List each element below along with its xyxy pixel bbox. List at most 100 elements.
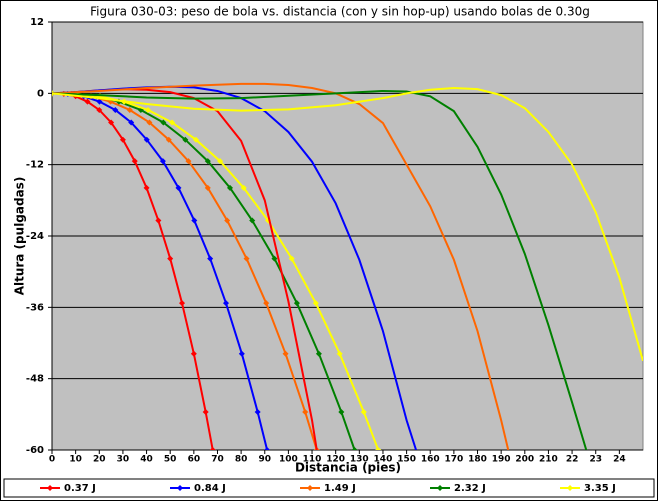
marker [128, 119, 135, 126]
x-tick-label: 190 [492, 455, 511, 465]
marker [351, 447, 358, 450]
x-tick-label: 50 [164, 455, 177, 465]
x-tick-label: 120 [326, 455, 345, 465]
marker [293, 300, 300, 307]
x-tick-label: 90 [258, 455, 271, 465]
marker [131, 158, 138, 165]
x-tick-label: 23 [589, 455, 602, 465]
x-tick-label: 130 [350, 455, 369, 465]
marker [155, 217, 162, 224]
marker [112, 106, 119, 113]
x-tick-label: 80 [235, 455, 248, 465]
marker [375, 447, 382, 450]
marker [288, 255, 295, 262]
marker [119, 136, 126, 143]
marker [159, 158, 166, 165]
series-line [52, 86, 643, 362]
marker [254, 408, 261, 415]
x-tick-label: 30 [117, 455, 130, 465]
x-tick-label: 0 [49, 455, 55, 465]
marker [217, 158, 224, 165]
x-tick-label: 60 [188, 455, 201, 465]
marker [282, 350, 289, 357]
marker [222, 300, 229, 307]
x-tick-label: 140 [374, 455, 393, 465]
marker [165, 136, 172, 143]
marker [192, 136, 199, 143]
x-tick-label: 180 [468, 455, 487, 465]
marker [202, 408, 209, 415]
series-line [52, 89, 588, 450]
y-tick-label: -48 [26, 374, 44, 385]
marker [315, 350, 322, 357]
marker [190, 350, 197, 357]
marker [271, 255, 278, 262]
x-axis-label: Distancia (pies) [295, 461, 401, 475]
marker [169, 119, 176, 126]
marker [143, 136, 150, 143]
legend-label: 3.35 J [584, 483, 616, 494]
marker [204, 158, 211, 165]
marker [160, 119, 167, 126]
marker [126, 106, 133, 113]
marker [238, 350, 245, 357]
marker [336, 350, 343, 357]
marker [204, 184, 211, 191]
chart-title: Figura 030-03: peso de bola vs. distanci… [90, 5, 590, 19]
x-tick-label: 22 [566, 455, 579, 465]
marker [263, 300, 270, 307]
marker [179, 300, 186, 307]
x-tick-label: 170 [444, 455, 463, 465]
x-tick-label: 24 [613, 455, 626, 465]
marker [144, 106, 151, 113]
y-tick-label: -36 [26, 302, 44, 313]
legend [3, 478, 655, 498]
marker [302, 408, 309, 415]
marker [240, 184, 247, 191]
marker [360, 408, 367, 415]
x-tick-label: 70 [211, 455, 224, 465]
legend-marker [177, 485, 183, 491]
marker [175, 184, 182, 191]
y-axis-label: Altura (pulgadas) [13, 177, 27, 296]
marker [249, 217, 256, 224]
marker [191, 217, 198, 224]
y-tick-label: 12 [30, 17, 44, 28]
x-tick-label: 110 [303, 455, 322, 465]
legend-label: 2.32 J [454, 483, 486, 494]
legend-label: 1.49 J [324, 483, 356, 494]
legend-label: 0.37 J [64, 483, 96, 494]
legend-label: 0.84 J [194, 483, 226, 494]
x-tick-label: 10 [69, 455, 82, 465]
plot-series [52, 82, 643, 450]
marker [227, 184, 234, 191]
marker [243, 255, 250, 262]
x-tick-label: 210 [539, 455, 558, 465]
marker [224, 217, 231, 224]
y-tick-label: -24 [26, 231, 44, 242]
legend-marker [307, 485, 313, 491]
marker [143, 184, 150, 191]
marker [167, 255, 174, 262]
marker [146, 119, 153, 126]
marker [96, 106, 103, 113]
marker [207, 255, 214, 262]
marker [264, 447, 271, 450]
x-tick-label: 200 [515, 455, 534, 465]
marker [108, 119, 115, 126]
x-tick-label: 100 [279, 455, 298, 465]
marker [209, 447, 216, 450]
y-tick-label: -12 [26, 160, 44, 171]
legend-marker [47, 485, 53, 491]
marker [338, 408, 345, 415]
marker [185, 158, 192, 165]
y-tick-label: -60 [26, 445, 44, 456]
legend-marker [437, 485, 443, 491]
x-tick-label: 20 [93, 455, 106, 465]
x-tick-label: 150 [397, 455, 416, 465]
marker [84, 98, 91, 105]
marker [312, 300, 319, 307]
y-tick-label: 0 [37, 88, 44, 99]
legend-marker [567, 485, 573, 491]
